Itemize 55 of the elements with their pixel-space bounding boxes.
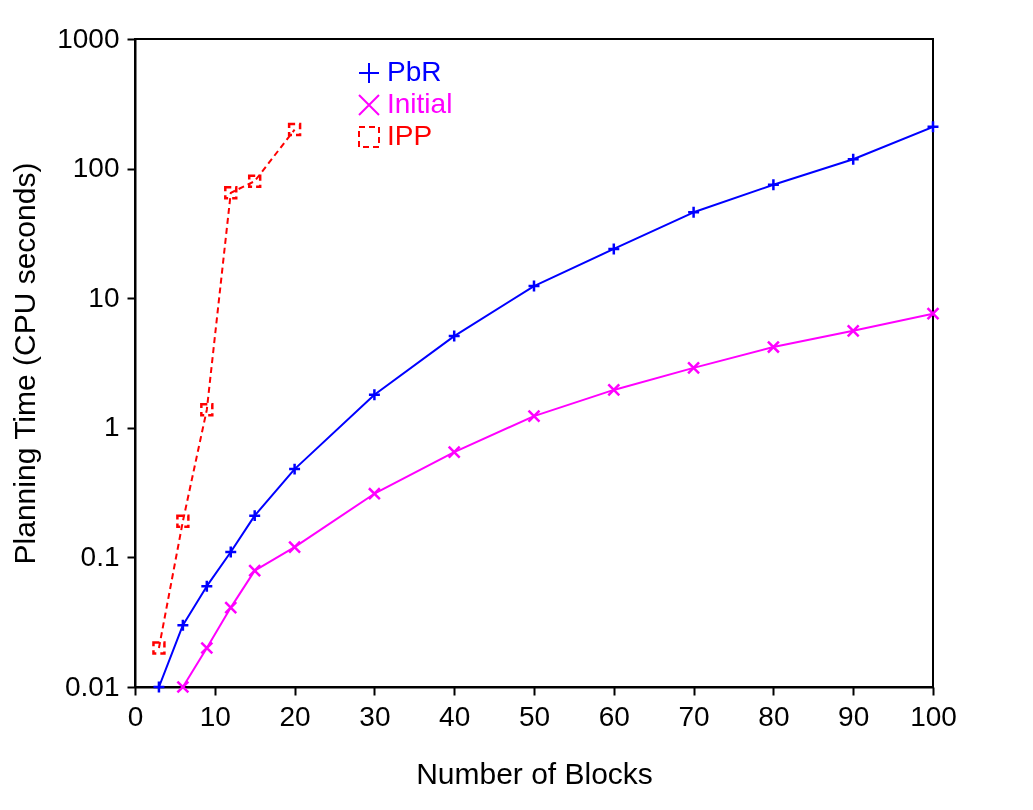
point (846, 324, 860, 338)
point (200, 579, 214, 593)
y-tick-label: 0.1 (80, 540, 120, 572)
point (224, 600, 238, 615)
x-tick-label: 70 (678, 700, 710, 732)
point (176, 514, 190, 528)
point (247, 563, 262, 578)
point (247, 508, 262, 523)
point (367, 486, 382, 501)
x-axis-title: Number of Blocks (416, 756, 653, 790)
x-tick-label: 90 (838, 700, 870, 732)
point (607, 242, 621, 256)
point (367, 387, 382, 402)
legend-label: Initial (387, 88, 453, 119)
point (224, 545, 238, 559)
point (447, 329, 461, 343)
point (846, 152, 860, 167)
x-tick-label: 60 (598, 700, 630, 732)
point (926, 120, 940, 134)
point (200, 641, 214, 655)
x-tick-label: 80 (758, 700, 790, 732)
legend-label: IPP (387, 120, 433, 151)
point (287, 540, 302, 554)
point (527, 409, 541, 423)
y-tick-label: 0.01 (65, 670, 120, 702)
y-tick-label: 10 (88, 281, 120, 313)
legend-label: PbR (387, 56, 442, 87)
point (447, 445, 461, 459)
point (287, 462, 302, 476)
point (607, 383, 621, 397)
y-tick-label: 100 (72, 152, 120, 184)
x-tick-label: 20 (279, 700, 311, 732)
x-tick-label: 100 (910, 700, 957, 732)
y-tick-label: 1 (103, 411, 120, 443)
point (766, 340, 781, 354)
y-axis-title: Planning Time (CPU seconds) (8, 162, 42, 565)
x-tick-label: 40 (439, 700, 471, 732)
x-tick-label: 0 (127, 700, 144, 732)
point (152, 641, 166, 655)
point (287, 122, 302, 137)
point (686, 361, 701, 375)
point (766, 178, 781, 192)
point (176, 680, 190, 694)
point (152, 680, 166, 694)
point (926, 306, 940, 321)
point (527, 279, 541, 293)
point (686, 205, 701, 220)
point (200, 402, 214, 417)
point (176, 618, 190, 632)
point (224, 186, 238, 200)
point (247, 174, 262, 188)
x-tick-label: 30 (359, 700, 391, 732)
x-tick-label: 50 (518, 700, 551, 732)
x-tick-label: 10 (199, 700, 231, 732)
y-tick-label: 1000 (57, 22, 120, 54)
